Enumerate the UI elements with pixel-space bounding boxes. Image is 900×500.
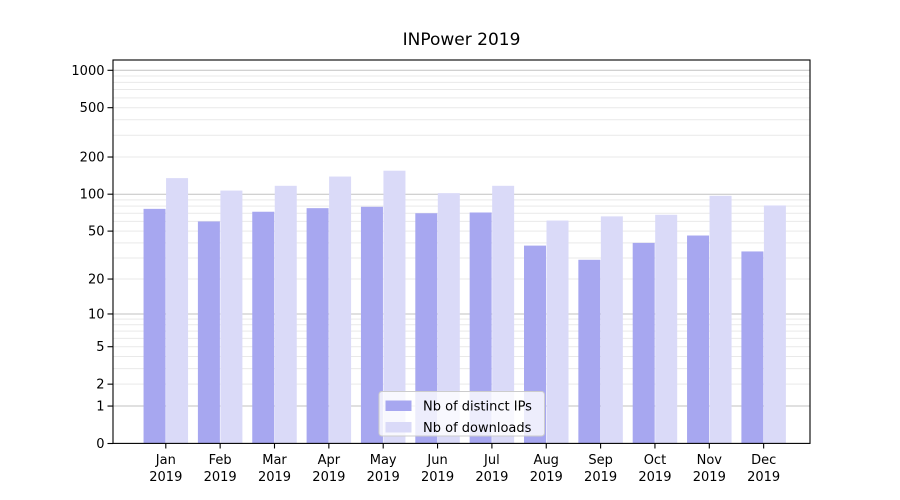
chart-title: INPower 2019 <box>403 30 521 50</box>
bar-distinct-ips-jan <box>143 208 166 444</box>
x-tick-label-month-nov: Nov <box>697 453 723 468</box>
x-axis-ticks: Jan 2019 Feb 2019 Mar 2019 Apr 2019 May 2019 Jun 20… <box>149 443 780 485</box>
x-tick-label-year-mar: 2019 <box>258 470 291 485</box>
bars <box>143 170 786 444</box>
y-tick-label-50: 50 <box>88 225 105 240</box>
x-tick-label-year-sep: 2019 <box>584 470 617 485</box>
x-tick-label-year-nov: 2019 <box>693 470 726 485</box>
bar-distinct-ips-jul <box>469 212 492 444</box>
x-tick-label-month-dec: Dec <box>751 453 776 468</box>
bar-distinct-ips-jun <box>415 213 438 444</box>
bar-downloads-jan <box>166 178 189 444</box>
legend-swatch-distinct-ips <box>385 400 412 411</box>
x-tick-label-month-apr: Apr <box>318 453 341 468</box>
legend-label-distinct-ips: Nb of distinct IPs <box>423 400 532 415</box>
x-tick-label-year-may: 2019 <box>367 470 400 485</box>
x-tick-label-year-aug: 2019 <box>530 470 563 485</box>
y-axis-ticks: 0 1 2 5 10 20 50 100 200 500 1000 <box>71 64 113 452</box>
x-tick-label-year-apr: 2019 <box>312 470 345 485</box>
legend-box <box>378 391 545 437</box>
y-tick-label-200: 200 <box>80 151 105 166</box>
bar-downloads-jul <box>492 185 515 444</box>
y-tick-label-2: 2 <box>96 378 104 393</box>
x-tick-label-month-sep: Sep <box>588 453 613 468</box>
bar-downloads-nov <box>709 195 732 444</box>
y-tick-label-500: 500 <box>80 101 105 116</box>
y-tick-label-100: 100 <box>80 188 105 203</box>
y-tick-label-1: 1 <box>96 400 104 415</box>
bar-downloads-apr <box>329 176 352 444</box>
x-tick-label-year-jul: 2019 <box>475 470 508 485</box>
legend: Nb of distinct IPs Nb of downloads <box>378 391 545 437</box>
x-tick-label-month-oct: Oct <box>644 453 666 468</box>
bar-distinct-ips-oct <box>632 242 655 444</box>
plot-border <box>112 59 811 444</box>
x-tick-label-year-jan: 2019 <box>149 470 182 485</box>
bar-distinct-ips-apr <box>306 208 329 444</box>
bar-downloads-mar <box>274 185 297 444</box>
bar-distinct-ips-sep <box>578 259 601 444</box>
bar-downloads-oct <box>655 214 678 444</box>
x-tick-label-year-dec: 2019 <box>747 470 780 485</box>
bar-distinct-ips-nov <box>687 235 710 444</box>
bar-downloads-feb <box>220 190 243 444</box>
y-tick-label-0: 0 <box>96 437 104 452</box>
x-tick-label-month-jul: Jul <box>483 453 500 468</box>
x-tick-label-year-jun: 2019 <box>421 470 454 485</box>
y-tick-label-10: 10 <box>88 307 105 322</box>
x-tick-label-month-mar: Mar <box>262 453 287 468</box>
y-tick-label-5: 5 <box>96 340 104 355</box>
bar-distinct-ips-feb <box>197 221 220 444</box>
x-tick-label-year-feb: 2019 <box>204 470 237 485</box>
x-tick-label-month-aug: Aug <box>534 453 559 468</box>
x-tick-label-month-feb: Feb <box>209 453 232 468</box>
x-tick-label-year-oct: 2019 <box>638 470 671 485</box>
y-tick-label-20: 20 <box>88 273 105 288</box>
bar-distinct-ips-dec <box>741 251 764 444</box>
legend-label-downloads: Nb of downloads <box>423 421 532 436</box>
x-tick-label-month-jun: Jun <box>426 453 447 468</box>
x-tick-label-month-jan: Jan <box>155 453 176 468</box>
bar-distinct-ips-may <box>360 206 383 444</box>
bar-downloads-dec <box>763 205 786 444</box>
y-tick-label-1000: 1000 <box>71 64 104 79</box>
bar-downloads-aug <box>546 220 569 444</box>
x-tick-label-month-may: May <box>370 453 397 468</box>
bar-downloads-may <box>383 170 406 444</box>
bar-downloads-sep <box>600 216 623 444</box>
bar-downloads-jun <box>437 193 460 444</box>
bar-distinct-ips-mar <box>252 211 275 444</box>
legend-swatch-downloads <box>385 422 412 433</box>
